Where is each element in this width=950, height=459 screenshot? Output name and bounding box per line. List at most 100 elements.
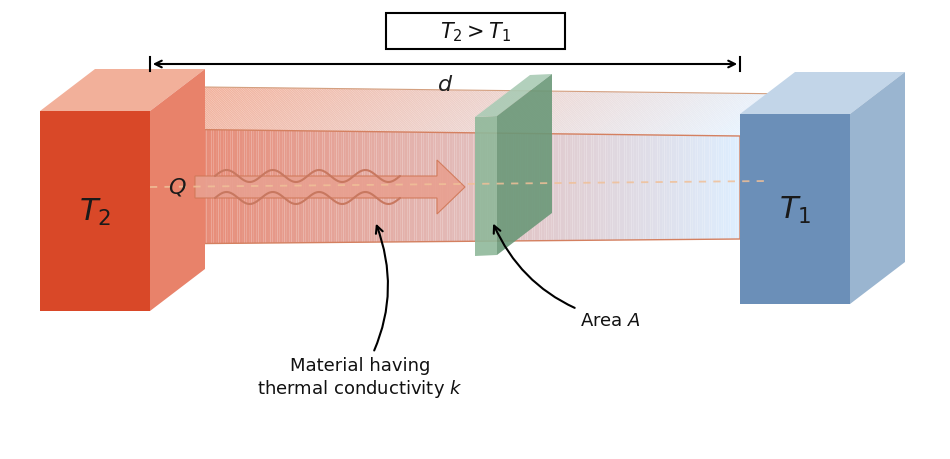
Polygon shape <box>662 94 719 136</box>
Polygon shape <box>435 133 438 242</box>
Polygon shape <box>238 131 239 244</box>
Polygon shape <box>228 131 230 244</box>
Polygon shape <box>216 130 218 244</box>
Polygon shape <box>202 89 259 130</box>
Polygon shape <box>405 91 463 133</box>
Polygon shape <box>258 89 316 131</box>
Polygon shape <box>427 133 428 242</box>
Polygon shape <box>233 131 235 244</box>
Polygon shape <box>169 130 171 244</box>
Polygon shape <box>485 134 487 241</box>
Polygon shape <box>298 131 301 243</box>
Polygon shape <box>389 133 390 242</box>
Polygon shape <box>301 132 303 243</box>
Polygon shape <box>431 91 488 133</box>
Polygon shape <box>242 131 244 244</box>
Polygon shape <box>530 92 587 134</box>
Polygon shape <box>605 93 663 135</box>
Polygon shape <box>228 89 285 131</box>
Polygon shape <box>223 130 225 244</box>
Polygon shape <box>414 91 472 133</box>
Polygon shape <box>511 92 568 134</box>
Polygon shape <box>268 131 271 243</box>
Polygon shape <box>683 136 686 240</box>
Polygon shape <box>598 135 600 241</box>
Polygon shape <box>516 92 573 134</box>
Polygon shape <box>521 134 522 241</box>
Polygon shape <box>471 92 528 134</box>
Polygon shape <box>386 90 444 133</box>
Polygon shape <box>379 133 381 242</box>
Polygon shape <box>447 91 504 133</box>
Polygon shape <box>527 134 530 241</box>
FancyBboxPatch shape <box>386 14 565 50</box>
Polygon shape <box>438 133 440 242</box>
Polygon shape <box>560 93 618 134</box>
Polygon shape <box>395 133 398 242</box>
Polygon shape <box>615 135 618 241</box>
Polygon shape <box>584 135 586 241</box>
Polygon shape <box>311 90 368 132</box>
Polygon shape <box>714 95 771 136</box>
Polygon shape <box>417 91 474 133</box>
Polygon shape <box>428 91 485 133</box>
Polygon shape <box>653 94 710 136</box>
Polygon shape <box>551 134 554 241</box>
Polygon shape <box>398 91 455 133</box>
Polygon shape <box>218 89 276 130</box>
Polygon shape <box>508 134 511 241</box>
Polygon shape <box>632 135 634 241</box>
Polygon shape <box>230 89 288 131</box>
Polygon shape <box>603 135 605 241</box>
Polygon shape <box>454 133 457 242</box>
Polygon shape <box>349 132 351 243</box>
Polygon shape <box>452 133 454 242</box>
Polygon shape <box>152 88 210 130</box>
Polygon shape <box>610 93 668 135</box>
Polygon shape <box>735 137 737 240</box>
Polygon shape <box>344 90 401 132</box>
Polygon shape <box>171 88 229 130</box>
Polygon shape <box>506 92 563 134</box>
Polygon shape <box>230 131 233 244</box>
Polygon shape <box>674 94 732 136</box>
Polygon shape <box>393 133 395 242</box>
Polygon shape <box>634 135 637 241</box>
Polygon shape <box>575 135 578 241</box>
Polygon shape <box>276 90 332 131</box>
Polygon shape <box>358 132 360 243</box>
Polygon shape <box>433 91 490 133</box>
Polygon shape <box>624 94 682 135</box>
Polygon shape <box>180 88 238 130</box>
Polygon shape <box>408 133 409 242</box>
Polygon shape <box>721 136 724 240</box>
Polygon shape <box>527 92 585 134</box>
Polygon shape <box>530 134 532 241</box>
Polygon shape <box>584 93 641 135</box>
Polygon shape <box>207 89 264 130</box>
Polygon shape <box>211 89 269 130</box>
Polygon shape <box>322 132 325 243</box>
Polygon shape <box>506 134 508 241</box>
Polygon shape <box>214 89 271 130</box>
Polygon shape <box>386 133 389 242</box>
Polygon shape <box>40 112 150 311</box>
Polygon shape <box>641 94 698 135</box>
Polygon shape <box>273 89 330 131</box>
Polygon shape <box>672 94 729 136</box>
Polygon shape <box>657 94 714 136</box>
Polygon shape <box>638 135 641 241</box>
Polygon shape <box>294 131 296 243</box>
Polygon shape <box>289 131 292 243</box>
Polygon shape <box>676 94 733 136</box>
Polygon shape <box>518 134 521 241</box>
Polygon shape <box>313 132 315 243</box>
Polygon shape <box>636 94 694 135</box>
Polygon shape <box>395 91 453 133</box>
Polygon shape <box>367 132 370 243</box>
Polygon shape <box>280 90 337 131</box>
Polygon shape <box>169 88 226 130</box>
Polygon shape <box>171 130 174 244</box>
Polygon shape <box>573 135 575 241</box>
Polygon shape <box>464 91 522 134</box>
